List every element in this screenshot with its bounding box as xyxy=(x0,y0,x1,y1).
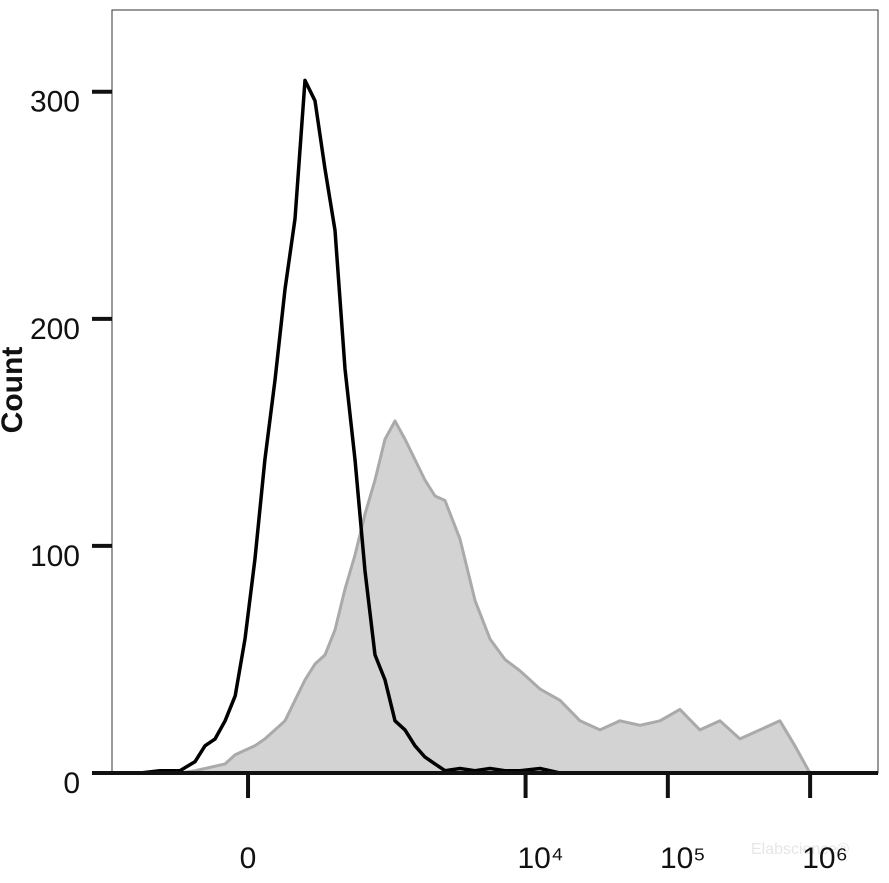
x-tick-label: 10⁶ xyxy=(802,842,848,875)
y-axis-label: Count xyxy=(0,347,29,434)
y-tick-label: 200 xyxy=(30,313,80,346)
x-tick-label: 10⁵ xyxy=(660,842,706,875)
area-outline xyxy=(112,419,878,775)
x-tick-label: 0 xyxy=(240,842,257,875)
watermark: Elabscience® xyxy=(751,841,849,858)
x-tick-label: 10⁴ xyxy=(517,842,563,875)
y-tick-label: 100 xyxy=(30,540,80,573)
y-tick-label: 300 xyxy=(30,86,80,119)
y-tick-label: 0 xyxy=(63,767,80,800)
